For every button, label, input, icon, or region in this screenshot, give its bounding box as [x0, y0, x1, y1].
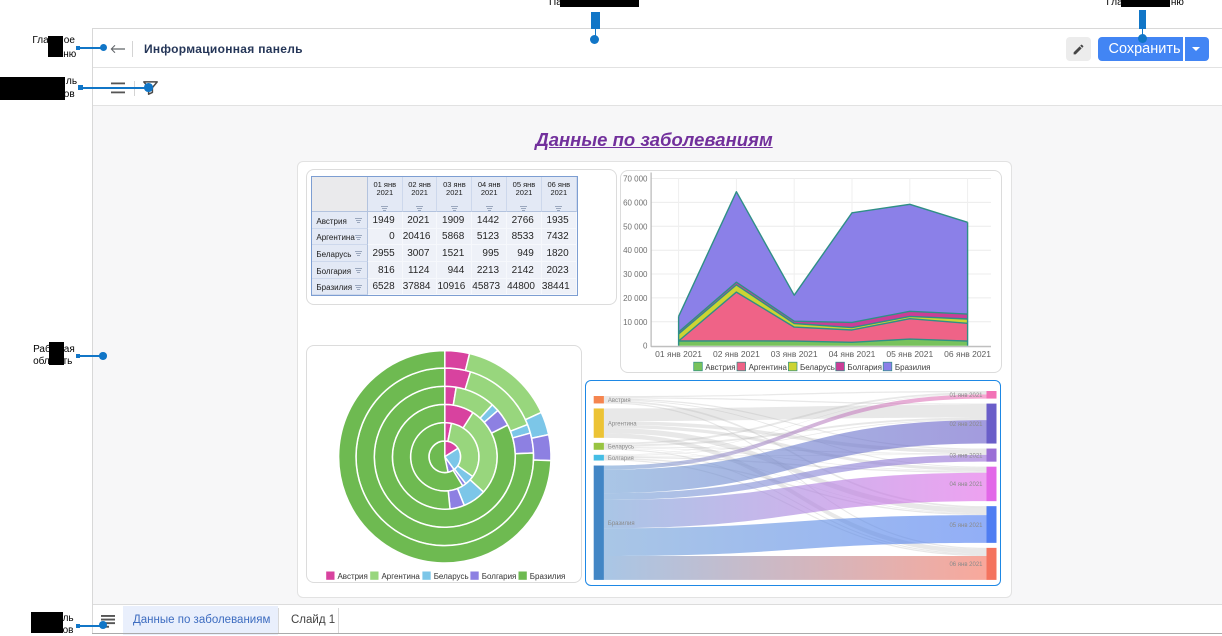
svg-text:40 000: 40 000 [623, 246, 648, 255]
svg-text:06 янв 2021: 06 янв 2021 [949, 562, 983, 568]
svg-text:Болгария: Болгария [848, 363, 883, 372]
svg-text:05 янв 2021: 05 янв 2021 [887, 349, 934, 359]
svg-text:0: 0 [643, 341, 648, 350]
svg-text:50 000: 50 000 [623, 222, 648, 231]
svg-text:Беларусь: Беларусь [800, 363, 835, 372]
svg-text:Аргентина: Аргентина [749, 363, 788, 372]
svg-text:Беларусь: Беларусь [433, 572, 468, 581]
svg-text:Австрия: Австрия [608, 398, 631, 404]
svg-text:Австрия: Австрия [337, 572, 367, 581]
svg-text:06 янв 2021: 06 янв 2021 [945, 349, 992, 359]
svg-text:04 янв 2021: 04 янв 2021 [829, 349, 876, 359]
svg-text:Австрия: Австрия [706, 363, 736, 372]
svg-text:05 янв 2021: 05 янв 2021 [949, 522, 983, 528]
svg-text:03 янв 2021: 03 янв 2021 [949, 453, 983, 459]
svg-text:20 000: 20 000 [623, 294, 648, 303]
svg-text:04 янв 2021: 04 янв 2021 [949, 482, 983, 488]
svg-text:02 янв 2021: 02 янв 2021 [949, 421, 983, 427]
svg-text:70 000: 70 000 [623, 174, 648, 183]
svg-text:Аргентина: Аргентина [608, 421, 637, 427]
svg-text:10 000: 10 000 [623, 317, 648, 326]
svg-text:30 000: 30 000 [623, 270, 648, 279]
svg-text:Болгария: Болгария [608, 455, 634, 461]
svg-text:Бразилия: Бразилия [608, 521, 635, 527]
svg-text:03 янв 2021: 03 янв 2021 [771, 349, 818, 359]
svg-text:01 янв 2021: 01 янв 2021 [949, 393, 983, 399]
svg-text:01 янв 2021: 01 янв 2021 [656, 349, 703, 359]
svg-text:60 000: 60 000 [623, 198, 648, 207]
svg-text:02 янв 2021: 02 янв 2021 [713, 349, 760, 359]
svg-text:Аргентина: Аргентина [381, 572, 420, 581]
svg-text:Беларусь: Беларусь [608, 444, 634, 450]
svg-text:Бразилия: Бразилия [529, 572, 565, 581]
svg-text:Болгария: Болгария [481, 572, 516, 581]
svg-text:Бразилия: Бразилия [895, 363, 931, 372]
